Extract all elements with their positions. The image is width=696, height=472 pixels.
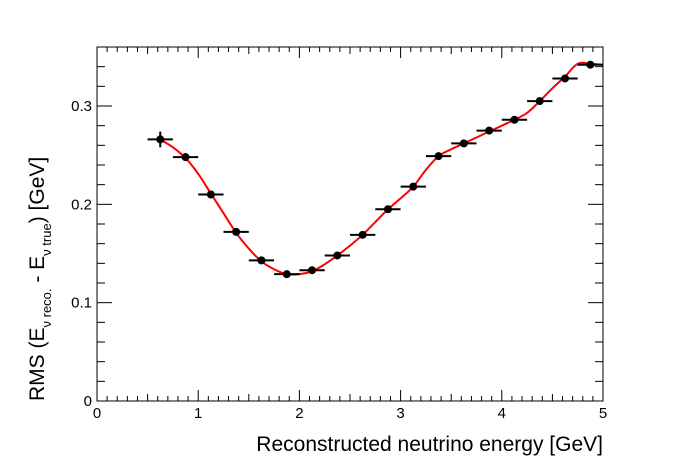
point-marker — [485, 126, 494, 135]
point-marker — [535, 97, 544, 106]
axis-ticks — [96, 46, 604, 402]
x-tick-label: 3 — [396, 405, 404, 422]
data-point — [350, 230, 376, 239]
data-point — [172, 153, 199, 162]
data-point — [400, 182, 426, 191]
data-point — [248, 256, 275, 265]
data-point — [223, 227, 249, 236]
data-point — [577, 60, 603, 69]
x-tick-labels: 0 1 2 3 4 5 — [93, 405, 607, 422]
data-point — [476, 126, 502, 135]
x-tick-label: 0 — [93, 405, 101, 422]
data-point — [552, 74, 578, 83]
data-point — [451, 139, 477, 148]
data-point — [147, 131, 173, 148]
y-axis-label: RMS (Eν reco. - Eν true) [GeV] — [26, 157, 54, 401]
x-axis-label: Reconstructed neutrino energy [GeV] — [256, 433, 603, 456]
y-tick-label: 0.2 — [71, 196, 92, 213]
data-point — [198, 190, 224, 199]
point-marker — [561, 74, 570, 83]
data-point — [299, 266, 325, 275]
x-tick-label: 1 — [194, 405, 202, 422]
x-tick-label: 4 — [498, 405, 506, 422]
fit-curve — [159, 61, 604, 276]
data-points — [147, 60, 603, 279]
y-tick-label: 0.1 — [71, 295, 92, 312]
y-tick-label: 0 — [84, 393, 92, 410]
y-tick-labels: 0 0.1 0.2 0.3 — [71, 98, 92, 410]
point-marker — [156, 135, 165, 144]
data-point — [425, 152, 452, 161]
point-marker — [434, 152, 443, 161]
point-marker — [206, 190, 215, 199]
x-tick-label: 5 — [599, 405, 607, 422]
point-marker — [308, 266, 317, 275]
data-point — [324, 251, 350, 260]
point-marker — [586, 60, 595, 69]
data-point — [375, 205, 401, 214]
y-tick-label: 0.3 — [71, 98, 92, 115]
data-point — [527, 97, 553, 106]
point-marker — [358, 230, 367, 239]
point-marker — [333, 251, 342, 260]
data-point — [274, 270, 300, 279]
point-marker — [282, 270, 291, 279]
data-point — [501, 115, 528, 124]
point-marker — [510, 115, 519, 124]
point-marker — [181, 153, 190, 162]
point-marker — [232, 227, 241, 236]
point-marker — [409, 182, 418, 191]
point-marker — [257, 256, 266, 265]
x-tick-label: 2 — [295, 405, 303, 422]
point-marker — [383, 205, 392, 214]
point-marker — [459, 139, 468, 148]
